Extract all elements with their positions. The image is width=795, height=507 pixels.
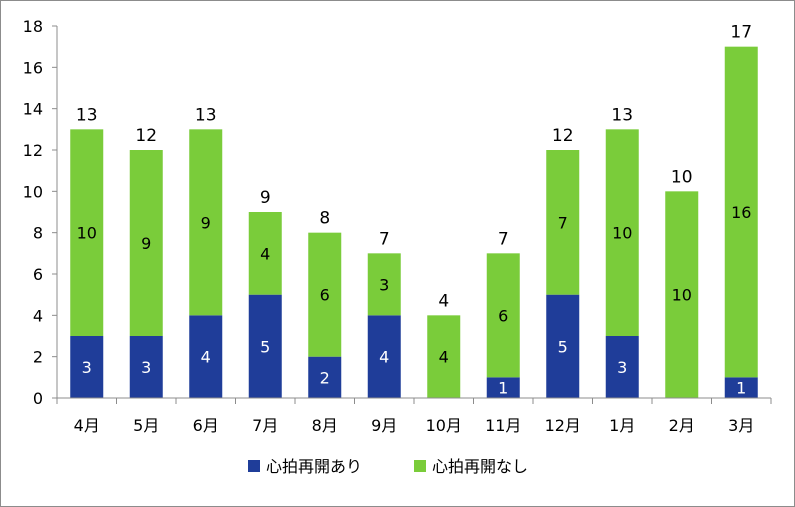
y-tick-label: 8 [33, 224, 43, 243]
y-tick-label: 16 [23, 58, 43, 77]
x-tick-label: 9月 [371, 416, 397, 435]
bar-segment-series-1 [427, 315, 461, 398]
x-tick-label: 12月 [545, 416, 581, 435]
bar-segment-series-0 [724, 377, 758, 398]
y-tick-label: 10 [23, 182, 43, 201]
bar-segment-series-0 [189, 315, 223, 398]
data-label-series-1: 4 [439, 348, 449, 367]
total-label: 12 [135, 126, 157, 146]
total-label: 8 [319, 209, 330, 229]
bar-segment-series-0 [248, 294, 282, 398]
data-label-series-0: 4 [379, 348, 389, 367]
bar-segment-series-0 [546, 294, 580, 398]
data-label-series-1: 6 [498, 306, 508, 325]
bars: 3101339124913549268437441675712310131010… [70, 23, 758, 398]
bar-segment-series-1 [665, 191, 699, 398]
total-label: 7 [498, 229, 509, 249]
bar-segment-series-1 [546, 150, 580, 295]
y-tick-label: 4 [33, 306, 43, 325]
data-label-series-0: 4 [201, 348, 211, 367]
y-tick-label: 2 [33, 348, 43, 367]
total-label: 13 [195, 105, 217, 125]
bar-segment-series-0 [70, 336, 104, 398]
bar-segment-series-1 [189, 129, 223, 316]
bar-segment-series-1 [308, 232, 342, 357]
x-tick-label: 5月 [133, 416, 159, 435]
data-label-series-1: 9 [201, 213, 211, 232]
bar-segment-series-1 [70, 129, 104, 336]
data-label-series-1: 7 [558, 213, 568, 232]
y-axis: 0 2 4 6 8 10 12 14 16 18 [23, 17, 58, 408]
data-label-series-0: 3 [82, 358, 92, 377]
x-tick-label: 6月 [193, 416, 219, 435]
data-label-series-1: 9 [141, 234, 151, 253]
data-label-series-0: 5 [260, 337, 270, 356]
bar-segment-series-0 [605, 336, 639, 398]
total-label: 4 [438, 291, 449, 311]
bar-segment-series-1 [486, 253, 520, 378]
total-label: 13 [611, 105, 633, 125]
total-label: 12 [552, 126, 574, 146]
bar-segment-series-0 [367, 315, 401, 398]
data-label-series-1: 4 [260, 244, 270, 263]
legend-swatch-series-1 [414, 460, 426, 472]
legend-label-series-0: 心拍再開あり [266, 457, 362, 476]
data-label-series-0: 3 [141, 358, 151, 377]
y-tick-label: 0 [33, 389, 43, 408]
x-tick-label: 4月 [74, 416, 100, 435]
bar-segment-series-1 [605, 129, 639, 336]
x-tick-label: 3月 [728, 416, 754, 435]
bar-segment-series-1 [724, 46, 758, 378]
legend-swatch-series-0 [248, 460, 260, 472]
bar-segment-series-0 [486, 377, 520, 398]
y-tick-label: 6 [33, 265, 43, 284]
total-label: 13 [76, 105, 98, 125]
x-tick-label: 11月 [485, 416, 521, 435]
data-label-series-1: 10 [612, 224, 632, 243]
data-label-series-1: 10 [672, 286, 692, 305]
y-tick-label: 12 [23, 141, 43, 160]
legend: 心拍再開あり 心拍再開なし [248, 457, 528, 476]
bar-segment-series-0 [129, 336, 163, 398]
data-label-series-0: 5 [558, 337, 568, 356]
y-tick-label: 18 [23, 17, 43, 36]
bar-segment-series-1 [248, 212, 282, 295]
bar-segment-series-0 [308, 356, 342, 398]
data-label-series-0: 2 [320, 368, 330, 387]
total-label: 9 [260, 188, 271, 208]
data-label-series-0: 1 [736, 379, 746, 398]
data-label-series-1: 3 [379, 275, 389, 294]
data-label-series-1: 10 [77, 224, 97, 243]
data-label-series-0: 1 [498, 379, 508, 398]
data-label-series-0: 3 [617, 358, 627, 377]
y-tick-label: 14 [23, 100, 43, 119]
x-axis: 4月 5月 6月 7月 8月 9月 10月 11月 12月 1月 2月 3月 [56, 397, 772, 435]
total-label: 17 [730, 23, 752, 43]
total-label: 7 [379, 229, 390, 249]
data-label-series-1: 6 [320, 286, 330, 305]
data-label-series-1: 16 [731, 203, 751, 222]
bar-segment-series-1 [129, 150, 163, 336]
legend-label-series-1: 心拍再開なし [432, 457, 528, 476]
bar-segment-series-1 [367, 253, 401, 316]
x-tick-label: 7月 [252, 416, 278, 435]
total-label: 10 [671, 167, 693, 187]
x-tick-label: 10月 [426, 416, 462, 435]
x-tick-label: 2月 [669, 416, 695, 435]
x-tick-label: 8月 [312, 416, 338, 435]
x-tick-label: 1月 [609, 416, 635, 435]
